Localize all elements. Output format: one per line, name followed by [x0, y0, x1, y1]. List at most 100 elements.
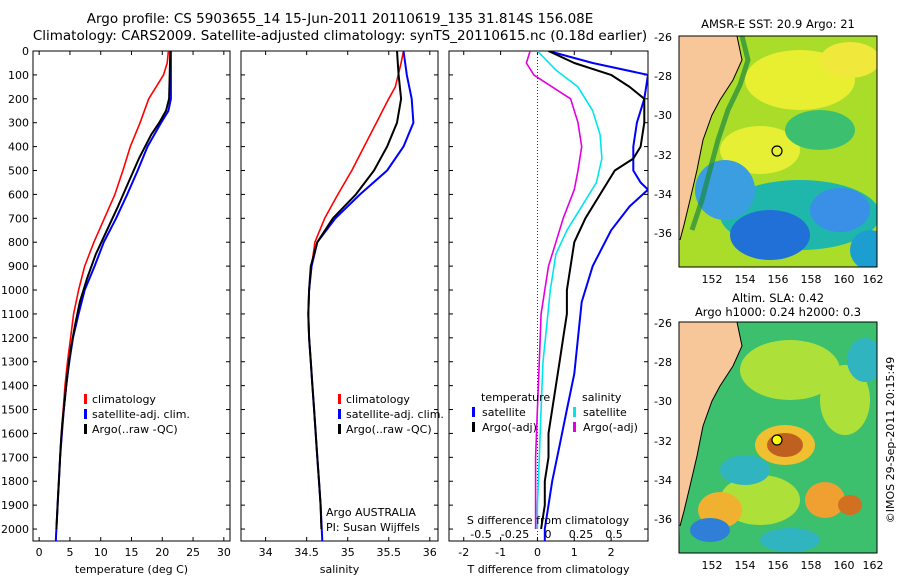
series-line-t-argo-adj	[540, 51, 646, 530]
sst-map-title: AMSR-E SST: 20.9 Argo: 21	[701, 17, 855, 31]
y-tick-label: 1800	[1, 475, 29, 488]
lat-tick-label: -32	[654, 149, 672, 162]
lat-tick-label: -26	[654, 317, 672, 330]
s-tick-label: 0.5	[605, 528, 623, 541]
lat-tick-label: -34	[654, 474, 672, 487]
lat-tick-label: -26	[654, 31, 672, 44]
legend-label-argo: Argo(..raw -QC)	[92, 423, 178, 436]
x-tick-label: 20	[155, 546, 169, 559]
lat-tick-label: -30	[654, 395, 672, 408]
sla-low-patch	[847, 338, 877, 382]
sst-cold-patch	[850, 230, 877, 267]
difference-legend: temperature satellite Argo(-adj) salinit…	[467, 391, 638, 541]
x-tick-label: 34.5	[294, 546, 319, 559]
y-tick-label: 1300	[1, 356, 29, 369]
x-tick-label: 5	[66, 546, 73, 559]
lon-tick-label: 156	[768, 273, 789, 286]
x-tick-label: 0	[36, 546, 43, 559]
x-axis-label: temperature (deg C)	[75, 563, 188, 576]
x-tick-label: 34	[259, 546, 273, 559]
lon-tick-label: 158	[801, 559, 822, 572]
argo-institution: Argo AUSTRALIA	[326, 506, 416, 519]
series-line-s-satellite	[536, 51, 603, 529]
series-line-t-satellite	[543, 51, 648, 541]
axes-frame	[448, 50, 649, 542]
legend-label-s-satellite: satellite	[583, 406, 627, 419]
imos-credit: ©IMOS 29-Sep-2011 20:15:49	[884, 357, 897, 523]
coastline	[679, 36, 743, 241]
legend-label-t-satellite: satellite	[482, 406, 526, 419]
series-line-climatology	[307, 51, 405, 530]
legend-swatch-t-satellite	[472, 407, 475, 417]
legend-group-salinity: salinity	[582, 391, 622, 404]
sla-map-title-line1: Altim. SLA: 0.42	[732, 291, 824, 305]
legend-swatch-climatology	[338, 394, 341, 404]
y-tick-label: 0	[22, 45, 29, 58]
legend-swatch-argo	[338, 424, 341, 434]
x-tick-label: 1	[571, 546, 578, 559]
s-tick-label: -0.25	[501, 528, 529, 541]
y-tick-label: 700	[8, 212, 29, 225]
figure-title-line1: Argo profile: CS 5903655_14 15-Jun-2011 …	[86, 11, 594, 27]
lon-tick-label: 156	[768, 559, 789, 572]
y-tick-label: 1400	[1, 380, 29, 393]
y-tick-label: 1900	[1, 499, 29, 512]
y-tick-label: 300	[8, 117, 29, 130]
series-line-satellite-adj-clim	[54, 51, 172, 541]
series-line-argo-raw-qc	[307, 51, 403, 530]
y-tick-label: 100	[8, 69, 29, 82]
lon-tick-label: 152	[702, 273, 723, 286]
axes-frame	[32, 50, 231, 542]
s-tick-label: 0.25	[569, 528, 594, 541]
y-tick-label: 1500	[1, 404, 29, 417]
sst-cold-patch	[730, 210, 810, 260]
x-tick-label: 10	[94, 546, 108, 559]
sla-map: Altim. SLA: 0.42 Argo h1000: 0.24 h2000:…	[654, 291, 883, 572]
y-tick-label: 400	[8, 141, 29, 154]
lon-tick-label: 162	[863, 273, 884, 286]
y-tick-label: 1000	[1, 284, 29, 297]
legend-label-climatology: climatology	[346, 393, 410, 406]
y-tick-label: 1700	[1, 451, 29, 464]
sla-eddy-core	[767, 433, 803, 457]
series-group	[525, 51, 648, 541]
series-line-satellite-adj-clim	[307, 51, 415, 541]
lat-tick-label: -28	[654, 356, 672, 369]
lon-tick-label: 160	[834, 273, 855, 286]
axes-frame	[240, 50, 439, 542]
x-tick-label: 35.5	[377, 546, 402, 559]
y-tick-label: 1200	[1, 332, 29, 345]
sst-warm-patch	[820, 42, 877, 78]
series-line-climatology	[55, 51, 170, 541]
legend-label-argo: Argo(..raw -QC)	[346, 423, 432, 436]
lat-tick-label: -32	[654, 435, 672, 448]
legend-swatch-climatology	[84, 394, 87, 404]
series-group	[307, 51, 415, 541]
sst-map: AMSR-E SST: 20.9 Argo: 21 -26 -28 -30 -3…	[654, 17, 884, 286]
legend-label-t-argo: Argo(-adj)	[482, 421, 537, 434]
coastline	[679, 322, 743, 527]
lon-tick-label: 158	[801, 273, 822, 286]
series-line-argo-raw-qc	[55, 51, 172, 530]
legend-group-temperature: temperature	[481, 391, 550, 404]
x-tick-label: 36	[423, 546, 437, 559]
sla-map-title-line2: Argo h1000: 0.24 h2000: 0.3	[695, 305, 861, 319]
legend-swatch-satellite	[338, 409, 341, 419]
y-tick-label: 500	[8, 165, 29, 178]
legend-swatch-satellite	[84, 409, 87, 419]
figure-title-line2: Climatology: CARS2009. Satellite-adjuste…	[32, 28, 648, 44]
difference-chart: -2 -1 0 1 2 T difference from climatology	[448, 50, 649, 576]
lon-tick-label: 154	[735, 273, 756, 286]
shelf-current	[689, 36, 751, 231]
sla-high-patch	[820, 365, 870, 435]
land-mass	[679, 322, 742, 553]
lat-tick-label: -36	[654, 227, 672, 240]
argo-float-marker	[771, 145, 783, 157]
legend-swatch-argo	[84, 424, 87, 434]
salinity-diff-axis-label: S difference from climatology	[467, 514, 630, 527]
lon-tick-label: 152	[702, 559, 723, 572]
legend-swatch-s-argo	[573, 422, 576, 432]
x-tick-label: 15	[125, 546, 139, 559]
y-tick-label: 800	[8, 236, 29, 249]
